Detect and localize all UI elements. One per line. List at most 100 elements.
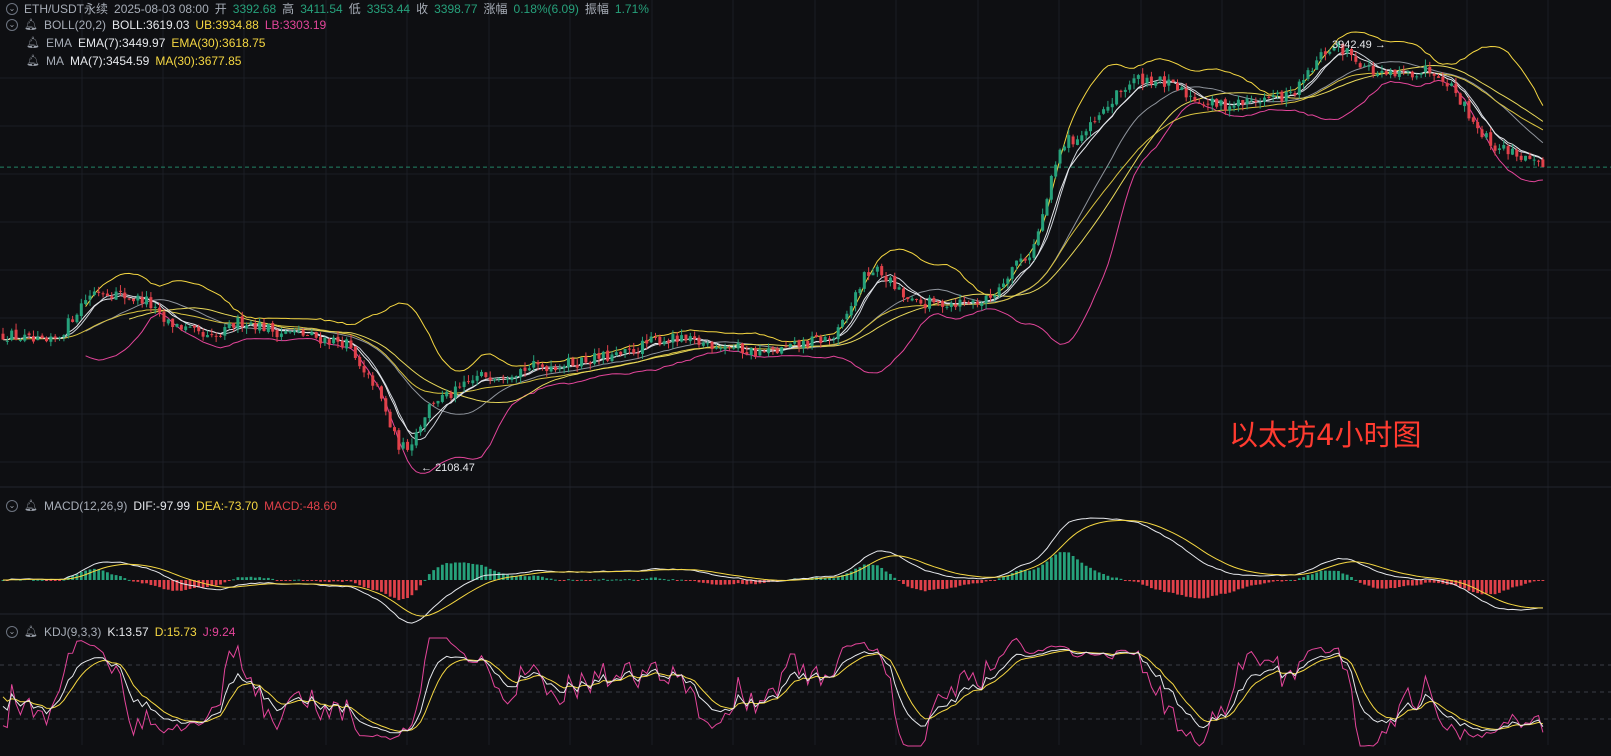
candle-body: [1232, 105, 1236, 108]
candle-body: [1162, 76, 1166, 87]
macd-histogram-bar: [101, 570, 105, 580]
collapse-icon[interactable]: ⌄: [6, 625, 18, 638]
macd-histogram-bar: [310, 580, 314, 581]
macd-histogram-bar: [1411, 580, 1414, 586]
macd-histogram-bar: [645, 578, 649, 580]
macd-histogram-bar: [936, 580, 940, 589]
candle-body: [1336, 43, 1340, 47]
bell-icon[interactable]: 🔔︎: [24, 19, 38, 31]
candle-body: [858, 289, 862, 294]
candle-body: [336, 336, 340, 342]
macd-histogram-bar: [140, 580, 144, 584]
bell-icon[interactable]: 🔔︎: [26, 37, 40, 49]
macd-histogram-bar: [227, 580, 231, 581]
candle-body: [332, 337, 336, 344]
candle-body: [205, 335, 209, 338]
ma7-value: MA(7):3454.59: [69, 53, 150, 68]
macd-histogram-bar: [410, 580, 414, 596]
candle-body: [1089, 122, 1092, 132]
candle-body: [40, 335, 44, 339]
candle-body: [288, 330, 292, 333]
candle-body: [279, 333, 283, 337]
candle-body: [275, 330, 279, 338]
candle-body: [123, 292, 127, 299]
candle-body: [236, 317, 240, 329]
candle-body: [327, 339, 331, 345]
candle-body: [1458, 93, 1462, 105]
candle-body: [1502, 144, 1506, 149]
candle-body: [1510, 148, 1514, 155]
candle-body: [66, 318, 70, 336]
candle-body: [1049, 175, 1053, 200]
bell-icon[interactable]: 🔔︎: [26, 55, 40, 67]
ema30-line: [2, 72, 1544, 395]
macd-histogram-bar: [823, 577, 827, 580]
macd-histogram-bar: [919, 580, 923, 591]
candle-body: [945, 306, 949, 308]
macd-histogram-bar: [454, 562, 457, 580]
candle-body: [793, 341, 797, 344]
candle-body: [1123, 89, 1127, 92]
macd-histogram-bar: [184, 580, 188, 590]
candle-body: [1249, 99, 1253, 101]
candle-body: [292, 330, 296, 333]
candle-body: [597, 353, 601, 359]
candle-body: [484, 372, 488, 378]
macd-histogram-bar: [732, 580, 736, 585]
macd-histogram-bar: [1506, 580, 1510, 590]
candle-body: [1380, 70, 1384, 74]
candle-body: [567, 357, 570, 368]
collapse-icon[interactable]: ⌄: [6, 2, 18, 15]
ma30-value: MA(30):3677.85: [155, 53, 242, 68]
macd-histogram-bar: [132, 580, 135, 582]
macd-histogram-bar: [1241, 580, 1245, 589]
candle-body: [1393, 69, 1397, 77]
macd-histogram-bar: [445, 563, 449, 580]
macd-histogram-bar: [206, 580, 209, 588]
macd-histogram-bar: [1058, 552, 1062, 580]
candle-body: [1467, 101, 1471, 119]
macd-histogram-bar: [1354, 579, 1358, 581]
candle-body: [384, 398, 388, 412]
macd-histogram-bar: [84, 570, 88, 580]
macd-histogram-bar: [388, 580, 392, 597]
bell-icon[interactable]: 🔔︎: [24, 500, 38, 512]
candle-body: [253, 323, 257, 330]
macd-histogram-bar: [136, 580, 140, 582]
macd-histogram-bar: [1406, 580, 1410, 586]
macd-histogram-bar: [1254, 580, 1258, 585]
candle-body: [358, 356, 362, 367]
bell-icon[interactable]: 🔔︎: [24, 626, 38, 638]
candle-body: [749, 348, 753, 355]
macd-histogram-bar: [166, 580, 170, 590]
macd-histogram-bar: [219, 580, 222, 585]
candle-body: [1036, 231, 1040, 245]
macd-histogram-bar: [258, 577, 262, 580]
candle-body: [849, 306, 853, 316]
candle-body: [640, 340, 644, 355]
candle-body: [775, 348, 779, 354]
candle-body: [466, 381, 470, 383]
collapse-icon[interactable]: ⌄: [6, 18, 18, 31]
macd-histogram-bar: [871, 564, 875, 580]
macd-histogram-bar: [971, 580, 975, 584]
macd-histogram-bar: [1450, 580, 1453, 585]
macd-histogram-bar: [954, 580, 958, 588]
boll-mid: BOLL:3619.03: [112, 17, 190, 32]
macd-histogram-bar: [1328, 570, 1332, 580]
macd-histogram-bar: [497, 572, 501, 580]
macd-histogram-bar: [715, 580, 718, 585]
macd-histogram-bar: [1093, 570, 1097, 580]
candle-body: [836, 327, 840, 340]
macd-histogram-bar: [575, 580, 579, 581]
boll-upper-band: [85, 31, 1544, 372]
candle-body: [427, 404, 431, 418]
candle-body: [149, 297, 153, 309]
candle-body: [1062, 146, 1066, 151]
collapse-icon[interactable]: ⌄: [6, 499, 18, 512]
candle-body: [1319, 52, 1323, 60]
macd-histogram-bar: [802, 578, 805, 580]
macd-histogram-bar: [706, 580, 710, 584]
candle-body: [1184, 88, 1188, 98]
